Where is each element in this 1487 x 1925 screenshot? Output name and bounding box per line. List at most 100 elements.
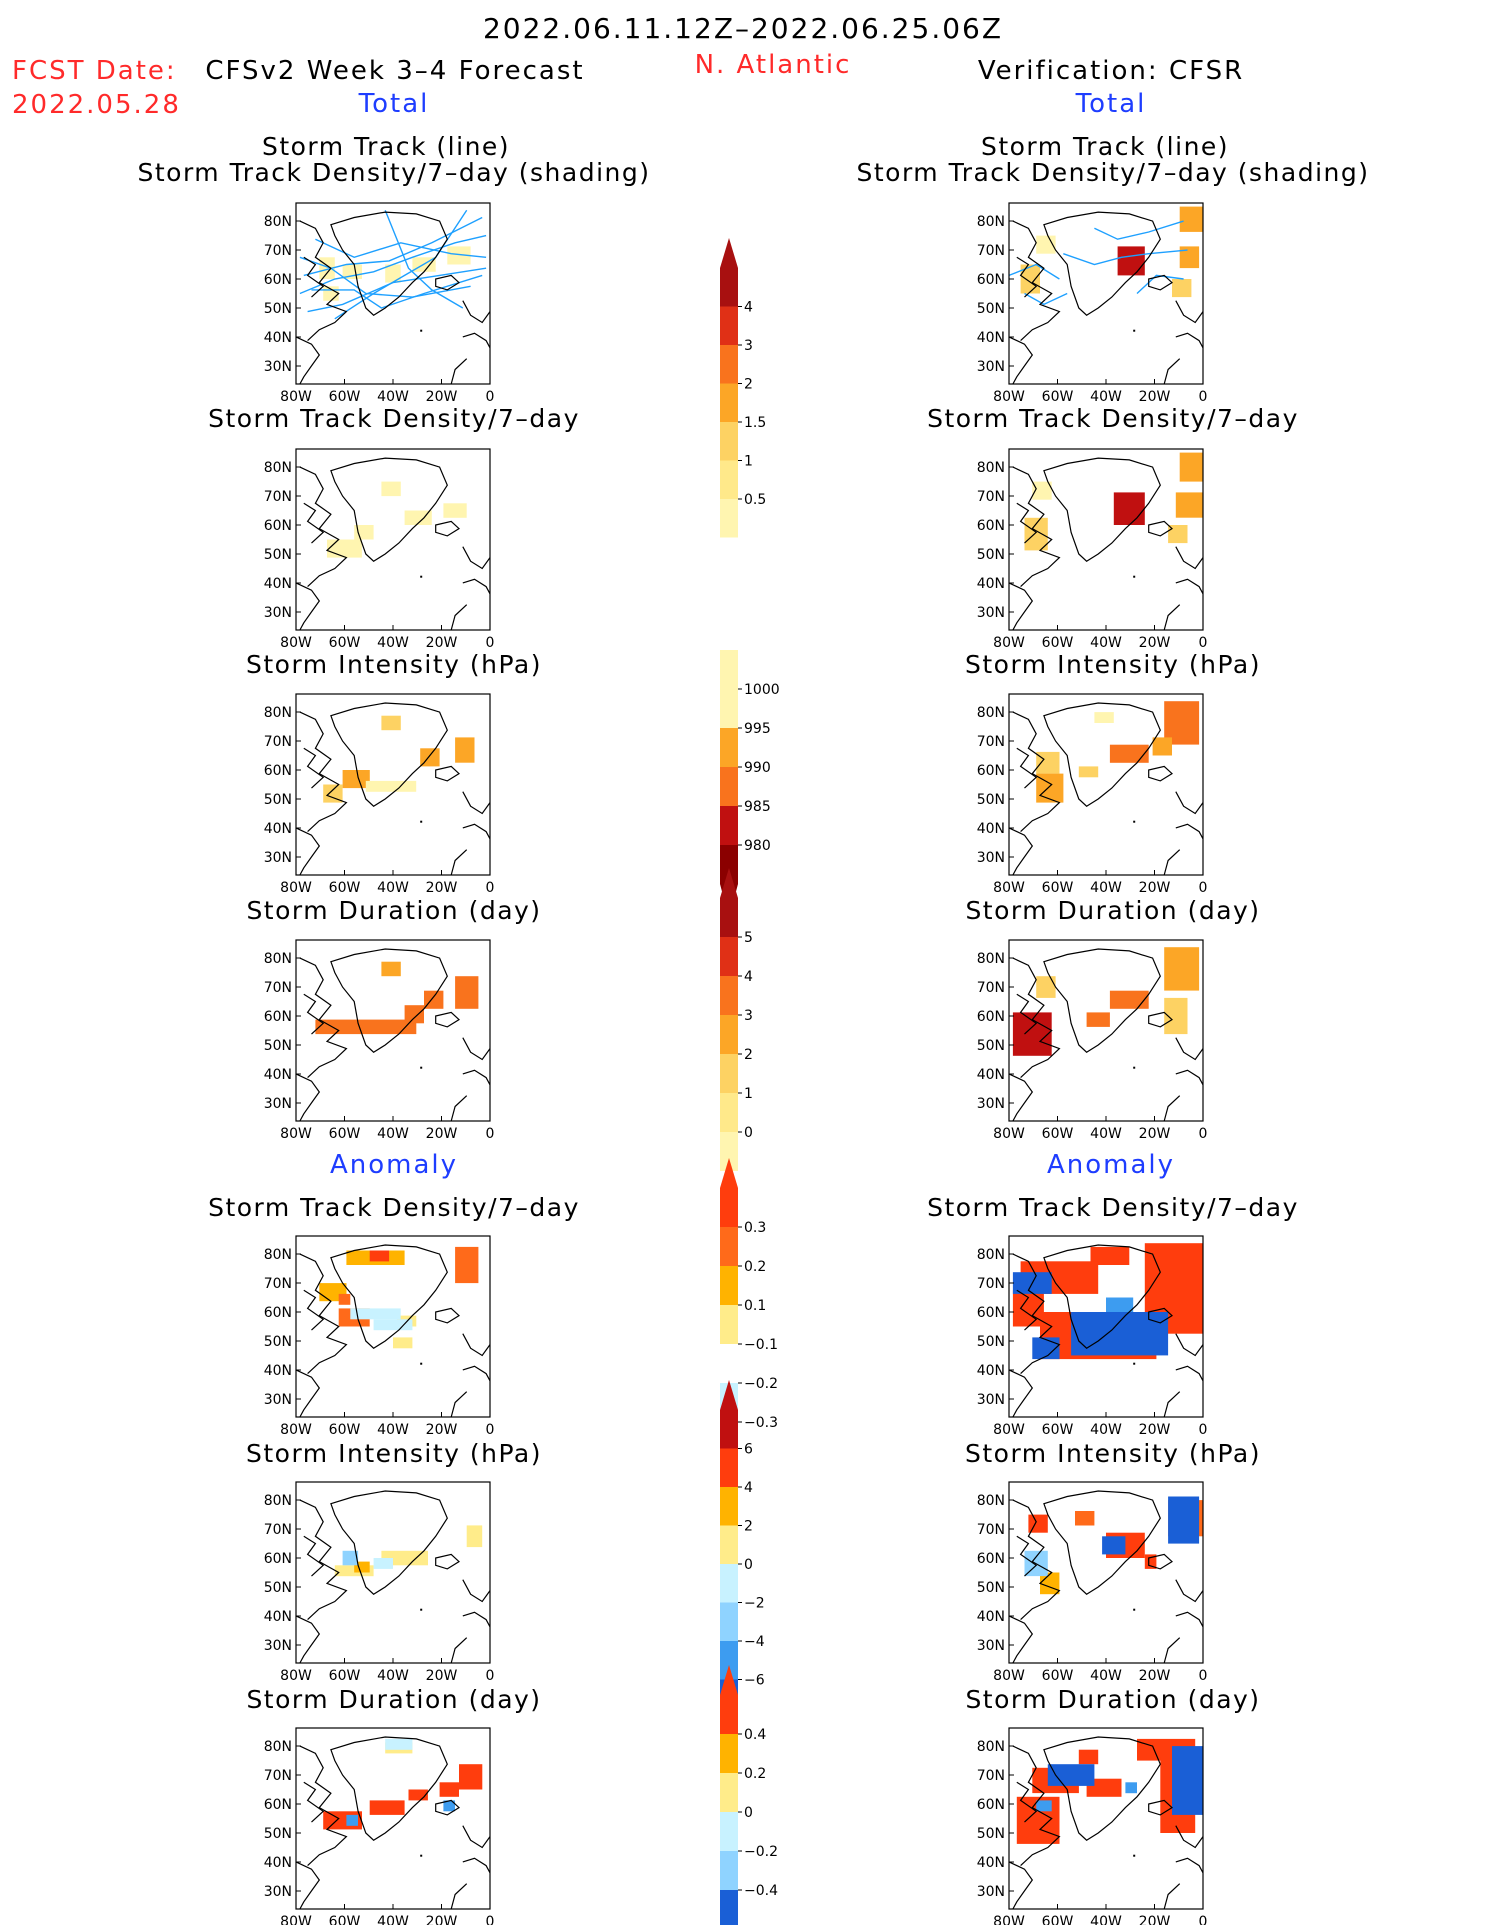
colorbar-arrow-top	[720, 238, 738, 268]
coastline	[450, 1637, 468, 1664]
colorbar-label: 4	[744, 969, 753, 985]
lat-label: 80N	[264, 705, 292, 721]
coastline	[462, 791, 491, 815]
lon-label: 60W	[1042, 1422, 1074, 1438]
lon-label: 0	[486, 1126, 495, 1142]
lon-label: 0	[1199, 1422, 1208, 1438]
lat-label: 40N	[264, 576, 292, 592]
colorbar-label: 2	[744, 377, 753, 393]
coastline	[435, 274, 460, 291]
coastline	[462, 1333, 491, 1357]
left-duration-anom-neg-cell	[443, 1800, 455, 1812]
lon-label: 0	[1199, 1668, 1208, 1684]
coastline	[435, 1553, 460, 1570]
lon-label: 60W	[1042, 635, 1074, 651]
colorbar-label: 3	[744, 1008, 753, 1024]
lat-label: 60N	[977, 1009, 1005, 1025]
colorbar-label: 0.3	[744, 1220, 766, 1236]
left-density-cell	[404, 510, 432, 525]
coastline	[1163, 849, 1181, 876]
coastline	[1043, 948, 1161, 1053]
lat-label: 80N	[977, 951, 1005, 967]
island-dot	[420, 1362, 423, 1365]
coastline	[450, 358, 468, 385]
colorbar-segment	[720, 1054, 738, 1093]
coastline	[1175, 1857, 1204, 1874]
island-dot	[1133, 329, 1136, 332]
lat-label: 60N	[977, 1305, 1005, 1321]
left-duration-anom-cell	[459, 1764, 483, 1790]
lat-label: 30N	[264, 1884, 292, 1900]
right-intensity-cell	[1152, 737, 1172, 756]
island-dot	[1133, 1608, 1136, 1611]
island-dot	[1133, 1066, 1136, 1069]
lon-label: 20W	[1139, 635, 1171, 651]
lat-label: 30N	[977, 850, 1005, 866]
right-density-cell	[1032, 481, 1052, 500]
colorbar-segment	[720, 1015, 738, 1054]
island-dot	[420, 575, 423, 578]
lon-label: 40W	[1090, 1668, 1122, 1684]
lat-label: 50N	[977, 1334, 1005, 1350]
left-intensity-cell	[455, 737, 475, 763]
colorbar-segment	[720, 1410, 738, 1449]
coastline	[303, 1535, 325, 1577]
coastline	[1016, 1535, 1038, 1577]
lat-label: 70N	[264, 1276, 292, 1292]
right-intensity-cell	[1164, 701, 1200, 745]
coastline	[295, 336, 321, 385]
coastline	[1016, 256, 1038, 298]
colorbar-segment	[720, 1602, 738, 1641]
lon-label: 80W	[993, 389, 1025, 405]
left-intensity-map: 80N 70N 60N 50N 40N 30N 80W 60W 40W 20W 0	[264, 693, 495, 896]
lon-label: 40W	[377, 880, 409, 896]
colorbar-label: 3	[744, 338, 753, 354]
lat-label: 40N	[977, 1067, 1005, 1083]
coastline	[1175, 1611, 1204, 1628]
coastline	[1175, 1069, 1204, 1086]
lon-label: 0	[486, 880, 495, 896]
colorbar-segment	[720, 268, 738, 307]
right-duration-map: 80N 70N 60N 50N 40N 30N 80W 60W 40W 20W 0	[977, 939, 1207, 1142]
coastline	[462, 578, 491, 595]
left-intensity-anom-neg-cell	[342, 1550, 359, 1566]
colorbar-label: 0.1	[744, 1298, 766, 1314]
colorbar-label: 4	[744, 1480, 753, 1496]
lat-label: 60N	[264, 1305, 292, 1321]
right-intensity-cell	[1094, 712, 1114, 723]
coastline	[1016, 993, 1038, 1035]
colorbar-label: 0.4	[744, 1727, 766, 1743]
colorbar-segment	[720, 1344, 738, 1383]
left-density-map: 80N 70N 60N 50N 40N 30N 80W 60W 40W 20W 0	[264, 448, 494, 651]
coastline	[462, 823, 491, 840]
left-track-density-cell	[447, 246, 471, 265]
right-duration-anom-neg-cell	[1047, 1764, 1095, 1786]
coastline	[303, 1289, 325, 1331]
left-intensity-cell	[365, 780, 417, 792]
lat-label: 30N	[977, 1638, 1005, 1654]
island-dot	[420, 329, 423, 332]
left-density-anom-map: 80N 70N 60N 50N 40N 30N 80W 60W 40W 20W 0	[264, 1235, 494, 1438]
coastline	[299, 711, 348, 833]
coastline	[1016, 747, 1038, 789]
colorbar-label: 1	[744, 1086, 753, 1102]
left-density-anom-cell	[369, 1250, 390, 1262]
colorbar-label: −0.2	[744, 1844, 778, 1860]
coastline	[1148, 520, 1173, 537]
lon-label: 40W	[1090, 1914, 1122, 1925]
lon-label: 0	[1199, 635, 1208, 651]
colorbar-segment	[720, 383, 738, 422]
lon-label: 0	[1199, 880, 1208, 896]
lat-label: 80N	[977, 460, 1005, 476]
verification-title: Verification: CFSR	[978, 56, 1244, 86]
lat-label: 60N	[264, 1797, 292, 1813]
left-intensity-anom-title: Storm Intensity (hPa)	[246, 1439, 542, 1468]
coastline	[330, 211, 448, 316]
lat-label: 50N	[264, 547, 292, 563]
lon-label: 40W	[377, 1422, 409, 1438]
colorbar-segment	[720, 345, 738, 384]
coastline	[1175, 578, 1204, 595]
coastline	[450, 1883, 468, 1910]
left-duration-anom-cell	[408, 1789, 428, 1801]
